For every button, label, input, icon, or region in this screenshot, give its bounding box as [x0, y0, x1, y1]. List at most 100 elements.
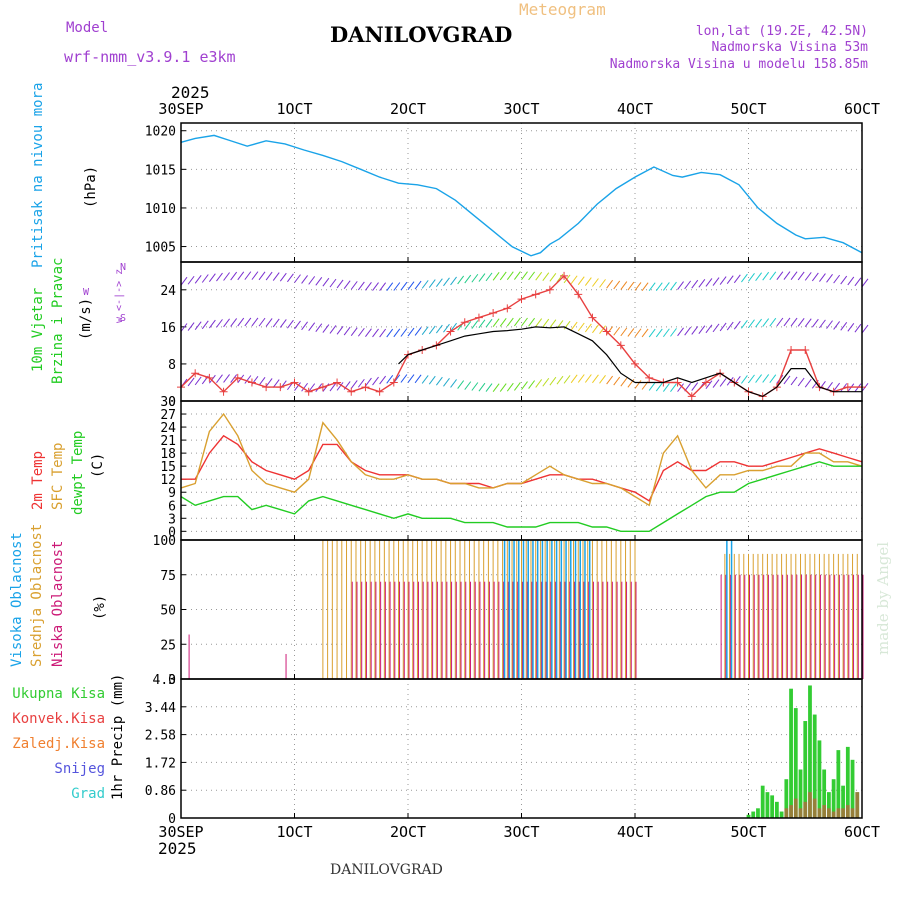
wind-barb — [372, 328, 379, 338]
wind-barb — [450, 379, 457, 388]
wind-barb — [258, 377, 266, 386]
wind-speed-marker — [375, 387, 384, 396]
wind-barb — [357, 378, 365, 388]
wind-barb — [655, 328, 663, 338]
wind-barb — [258, 271, 266, 281]
wind-barb — [648, 382, 656, 391]
wind-barb — [251, 317, 259, 327]
wind-barb — [535, 379, 543, 388]
wind-barb — [542, 272, 550, 282]
wind-barb — [670, 281, 677, 291]
y-tick-label: 0 — [168, 673, 176, 688]
y-tick-label: 1020 — [145, 125, 176, 140]
wind-speed-marker — [489, 308, 498, 317]
wind-barb — [627, 281, 635, 291]
wind-barb — [790, 317, 798, 327]
wind-barb — [336, 279, 344, 289]
wind-barb — [755, 272, 762, 281]
wind-barb — [428, 375, 436, 385]
wind-barb — [180, 276, 188, 286]
wind-barb — [315, 323, 323, 332]
wind-barb — [265, 378, 273, 387]
temp-series-2 — [180, 461, 862, 532]
wind-barb — [819, 273, 826, 282]
wind-barb — [471, 273, 479, 283]
wind-barb — [691, 382, 699, 391]
wind-barb — [819, 319, 826, 329]
wind-barb — [811, 272, 819, 282]
x-tick-label-top: 5OCT — [730, 100, 766, 118]
precip-bar — [850, 808, 855, 818]
precip-bar — [798, 769, 803, 818]
precip-bar — [746, 814, 751, 818]
wind-barb — [279, 319, 287, 328]
precip-bar — [770, 795, 775, 818]
wind-barb — [769, 374, 777, 384]
wind-barb — [414, 280, 422, 290]
wind-barb — [350, 327, 358, 337]
x-tick-label-bottom: 4OCT — [617, 823, 653, 841]
wind-barb — [563, 375, 571, 384]
wind-barb — [542, 318, 550, 328]
wind-barb — [599, 325, 606, 335]
wind-barb — [712, 379, 720, 388]
wind-barb — [521, 381, 528, 390]
wind-barb — [804, 378, 812, 388]
y-tick-label: 12 — [160, 473, 176, 488]
wind-barb — [443, 323, 450, 333]
footer-station: DANILOVGRAD — [330, 862, 443, 878]
wind-barb — [719, 322, 727, 332]
precip-bar — [822, 805, 827, 818]
wind-barb — [471, 320, 479, 329]
wind-barb — [485, 272, 493, 282]
precip-bar — [803, 721, 808, 818]
wind-speed-marker — [389, 378, 398, 387]
wind-barb — [606, 375, 614, 385]
wind-barb — [294, 382, 301, 391]
wind-barb — [762, 271, 770, 281]
legend-hail: Grad — [71, 786, 105, 802]
wind-barb — [797, 271, 805, 281]
wind-barb — [748, 273, 755, 282]
wind-barb — [620, 377, 628, 387]
wind-barb — [570, 321, 578, 331]
y-tick-label: 50 — [160, 604, 176, 619]
wind-barb — [244, 317, 252, 327]
y-tick-label: 75 — [160, 569, 176, 584]
precip-bar — [803, 801, 808, 818]
wind-barb — [485, 318, 493, 328]
wind-compass-s: S — [120, 313, 127, 324]
precip-bar — [817, 740, 822, 818]
precip-bar — [793, 798, 798, 818]
wind-barb — [655, 282, 663, 291]
wind-barb — [577, 322, 585, 332]
precip-bar — [779, 811, 784, 818]
wind-speed-marker — [631, 359, 639, 368]
precip-bar — [793, 708, 798, 818]
wind-barb — [670, 383, 677, 393]
wind-barb — [592, 324, 599, 334]
wind-speed-marker — [361, 383, 370, 392]
wind-barb — [549, 273, 557, 282]
precip-bar — [836, 808, 841, 818]
wind-series-2 — [398, 326, 636, 384]
wind-barb — [840, 383, 848, 392]
wind-barb — [208, 319, 216, 329]
y-tick-label: 4.3 — [153, 673, 176, 688]
wind-barb — [492, 383, 500, 393]
wind-barb — [244, 375, 252, 384]
wind-barb — [237, 317, 245, 327]
precip-bar — [774, 801, 779, 818]
wind-barb — [535, 318, 543, 327]
wind-barb — [634, 380, 642, 389]
precip-bar — [827, 792, 831, 818]
wind-barb — [613, 376, 621, 386]
wind-barb — [407, 281, 415, 290]
y-tick-label: 1005 — [145, 241, 176, 256]
wind-barb — [294, 320, 301, 330]
wind-barb — [847, 276, 855, 286]
wind-barb — [421, 280, 429, 289]
wind-barb — [365, 282, 372, 291]
wind-barb — [216, 272, 223, 282]
wind-barb — [741, 273, 748, 283]
